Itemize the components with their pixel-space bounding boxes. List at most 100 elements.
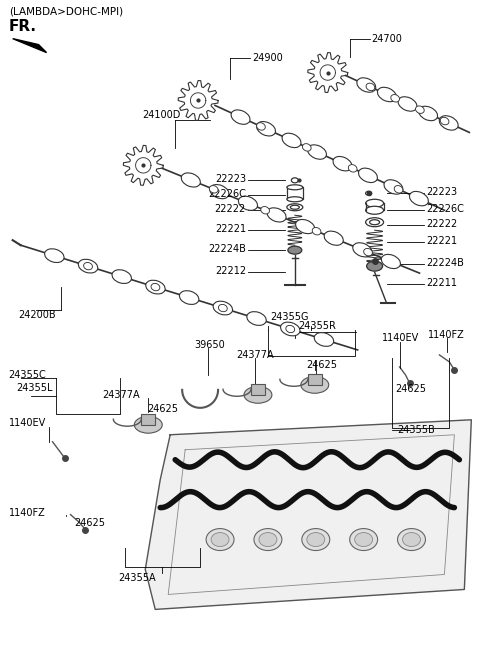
Text: 22224B: 22224B (208, 244, 246, 254)
Ellipse shape (359, 168, 377, 182)
Ellipse shape (151, 283, 160, 291)
Ellipse shape (231, 110, 250, 125)
Ellipse shape (409, 192, 428, 206)
Text: 24377A: 24377A (102, 390, 140, 400)
Ellipse shape (45, 249, 64, 262)
Text: 22224B: 22224B (426, 258, 464, 268)
Ellipse shape (211, 533, 229, 546)
Text: 1140EV: 1140EV (382, 333, 419, 343)
Ellipse shape (302, 144, 311, 151)
Text: 24355G: 24355G (270, 312, 309, 322)
Ellipse shape (244, 386, 272, 403)
Polygon shape (178, 81, 218, 121)
Ellipse shape (257, 123, 265, 130)
Ellipse shape (286, 325, 295, 333)
Ellipse shape (308, 145, 326, 159)
Text: 22221: 22221 (215, 224, 246, 234)
Ellipse shape (367, 261, 383, 271)
Ellipse shape (416, 106, 424, 113)
Ellipse shape (366, 218, 384, 227)
Ellipse shape (287, 204, 303, 211)
Text: 22212: 22212 (215, 266, 246, 276)
Text: 1140FZ: 1140FZ (428, 330, 464, 340)
Ellipse shape (391, 94, 399, 102)
Polygon shape (145, 420, 471, 609)
Text: 22221: 22221 (426, 236, 457, 246)
Ellipse shape (307, 533, 325, 546)
Text: 22223: 22223 (426, 187, 457, 197)
Ellipse shape (333, 157, 352, 171)
Ellipse shape (257, 121, 276, 136)
Text: 24377A: 24377A (236, 350, 274, 360)
Ellipse shape (403, 533, 420, 546)
Text: 22211: 22211 (426, 278, 457, 288)
Ellipse shape (350, 529, 378, 550)
Ellipse shape (210, 184, 229, 199)
Ellipse shape (366, 206, 384, 215)
Ellipse shape (366, 83, 375, 91)
Ellipse shape (312, 228, 321, 235)
Text: 22226C: 22226C (208, 190, 246, 199)
Ellipse shape (247, 312, 266, 325)
Polygon shape (123, 146, 163, 185)
Text: 24355C: 24355C (9, 370, 47, 380)
Bar (141, 414, 155, 425)
Ellipse shape (287, 197, 303, 202)
Ellipse shape (353, 243, 372, 257)
Ellipse shape (287, 185, 303, 190)
Text: 24355B: 24355B (397, 425, 435, 435)
Ellipse shape (254, 529, 282, 550)
Ellipse shape (213, 301, 233, 315)
Text: 24700: 24700 (372, 33, 403, 44)
Text: 24900: 24900 (252, 52, 283, 62)
Ellipse shape (209, 186, 218, 193)
Ellipse shape (146, 280, 165, 294)
Text: 24355R: 24355R (298, 321, 336, 331)
Ellipse shape (301, 377, 329, 393)
Ellipse shape (291, 178, 299, 183)
Text: 24200B: 24200B (19, 310, 56, 320)
Ellipse shape (267, 208, 286, 222)
Ellipse shape (394, 186, 403, 193)
Ellipse shape (324, 231, 343, 245)
Text: 1140EV: 1140EV (9, 418, 46, 428)
Text: 22222: 22222 (426, 219, 458, 229)
Ellipse shape (439, 115, 458, 130)
Ellipse shape (78, 259, 98, 273)
Ellipse shape (370, 220, 380, 225)
Ellipse shape (282, 133, 301, 148)
Bar (287, 188, 303, 199)
Ellipse shape (112, 270, 132, 283)
Ellipse shape (239, 196, 258, 211)
Ellipse shape (261, 207, 269, 214)
Ellipse shape (355, 533, 372, 546)
Text: FR.: FR. (9, 18, 36, 33)
Ellipse shape (357, 78, 376, 92)
Ellipse shape (206, 529, 234, 550)
Polygon shape (12, 39, 47, 52)
Ellipse shape (419, 106, 438, 121)
Ellipse shape (84, 262, 93, 270)
Ellipse shape (366, 199, 384, 207)
Ellipse shape (381, 255, 400, 268)
Bar (251, 384, 265, 395)
Text: 24625: 24625 (147, 404, 178, 414)
Text: 24100D: 24100D (142, 110, 180, 121)
Ellipse shape (290, 205, 300, 209)
Text: 24355A: 24355A (119, 573, 156, 583)
Ellipse shape (398, 96, 417, 112)
Text: 22226C: 22226C (426, 204, 464, 215)
Text: 24625: 24625 (396, 384, 427, 394)
Text: 1140FZ: 1140FZ (9, 508, 46, 518)
Text: (LAMBDA>DOHC-MPI): (LAMBDA>DOHC-MPI) (9, 7, 123, 16)
Bar (308, 374, 322, 385)
Ellipse shape (384, 180, 403, 194)
Ellipse shape (348, 165, 357, 172)
Ellipse shape (397, 529, 425, 550)
Ellipse shape (302, 529, 330, 550)
Ellipse shape (259, 533, 277, 546)
Ellipse shape (364, 249, 372, 256)
Text: 22223: 22223 (215, 174, 246, 184)
Ellipse shape (314, 333, 334, 346)
Polygon shape (308, 52, 348, 92)
